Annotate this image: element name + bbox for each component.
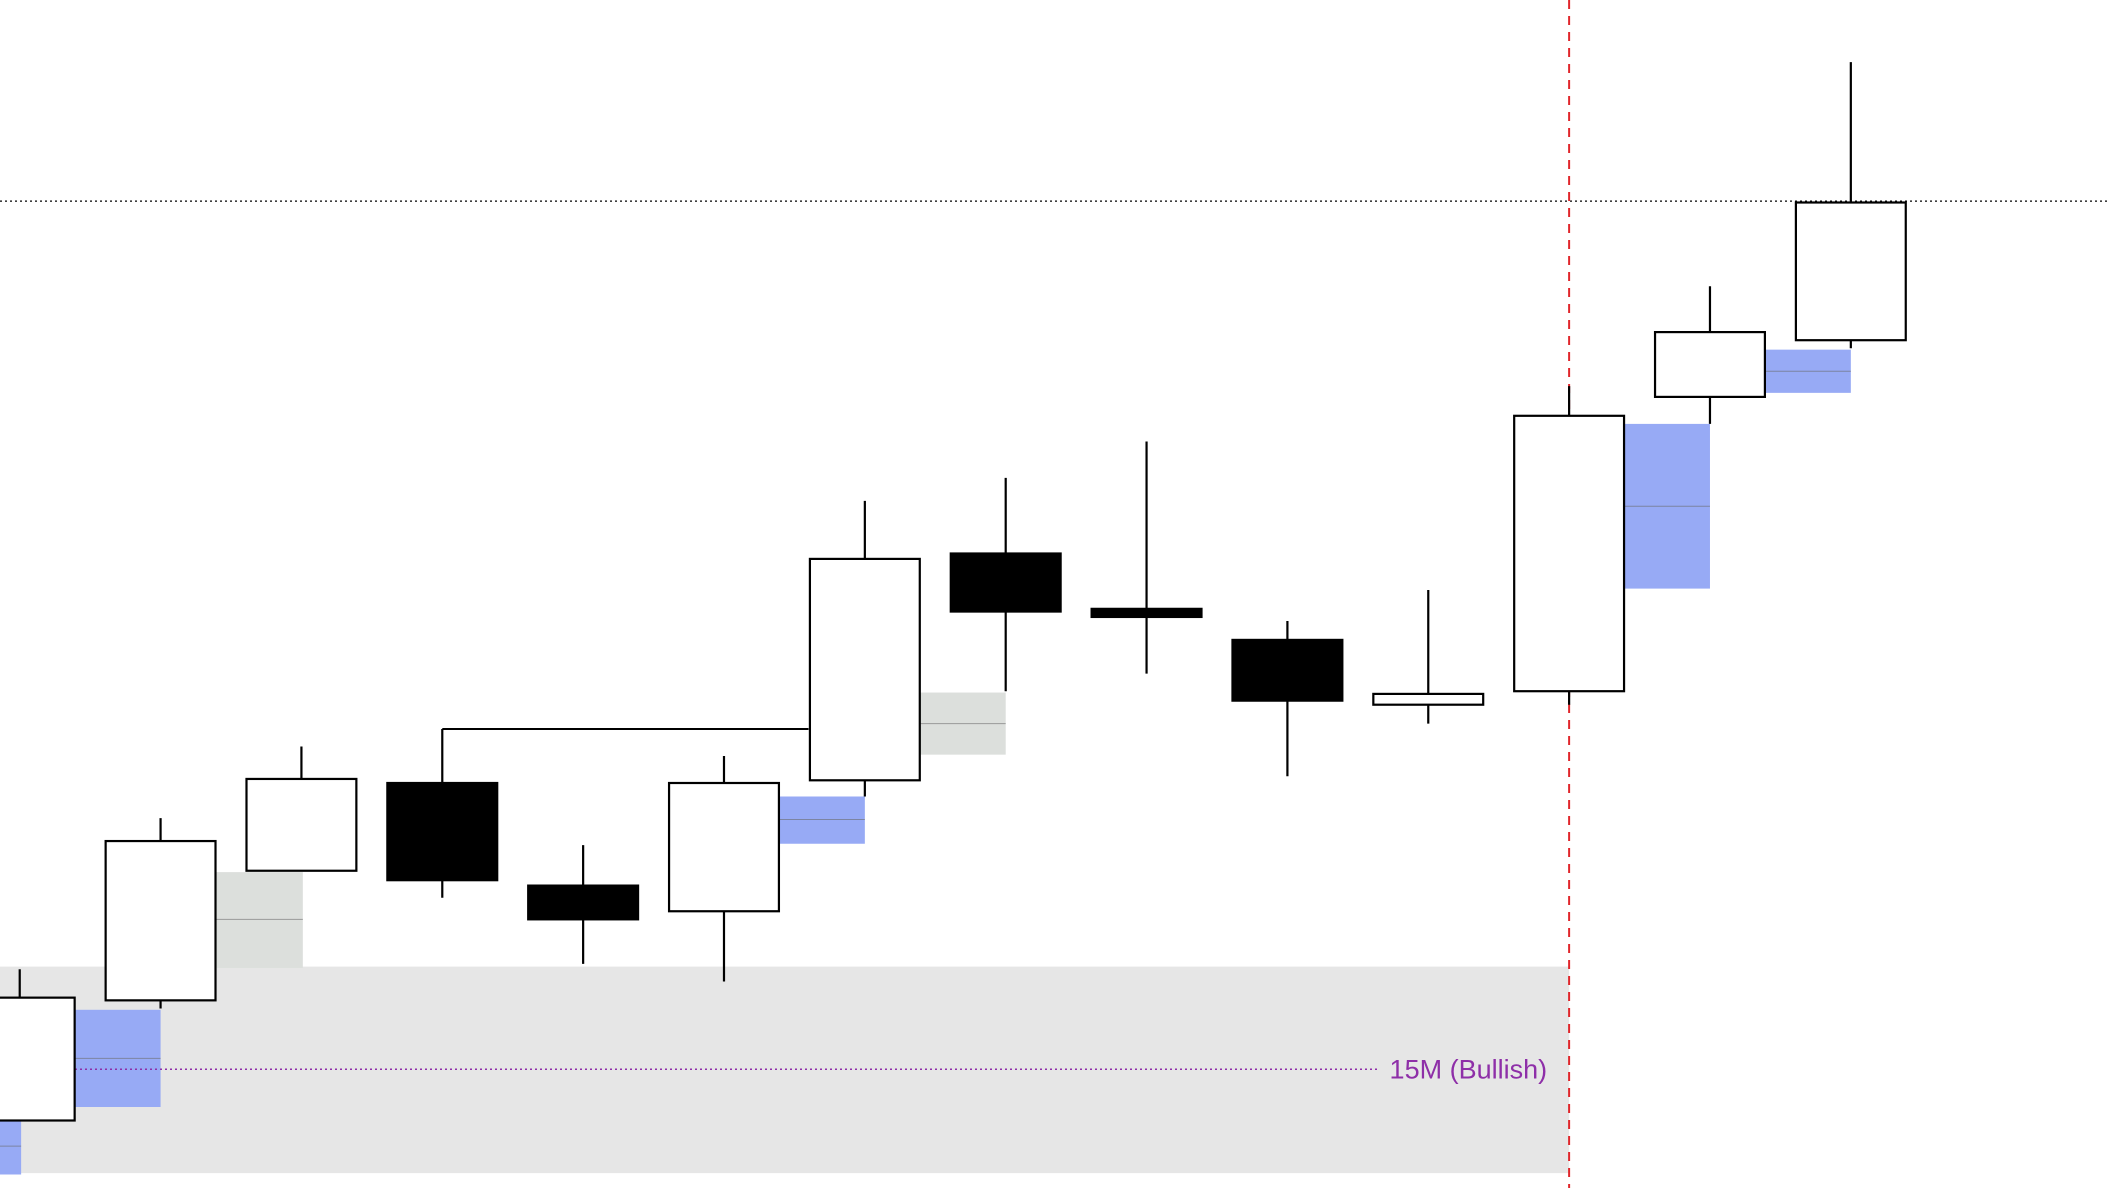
candle-body (1231, 638, 1344, 702)
candle-body (1372, 692, 1485, 706)
candle-body (104, 839, 217, 1002)
zone (0, 1120, 22, 1175)
candle-body (1090, 607, 1203, 619)
candle-body (0, 996, 76, 1122)
candle-body (1513, 414, 1626, 693)
candle-body (245, 777, 358, 872)
candle-body (386, 781, 499, 882)
zone (778, 796, 865, 844)
candle-body (667, 781, 781, 913)
candle-body (1653, 331, 1767, 399)
candle-body (808, 557, 921, 782)
zone (215, 872, 303, 968)
bias-label: 15M (Bullish) (1390, 1054, 1548, 1084)
candle-body (527, 884, 640, 921)
candle-body (1794, 201, 1907, 342)
candle-body (949, 552, 1062, 613)
